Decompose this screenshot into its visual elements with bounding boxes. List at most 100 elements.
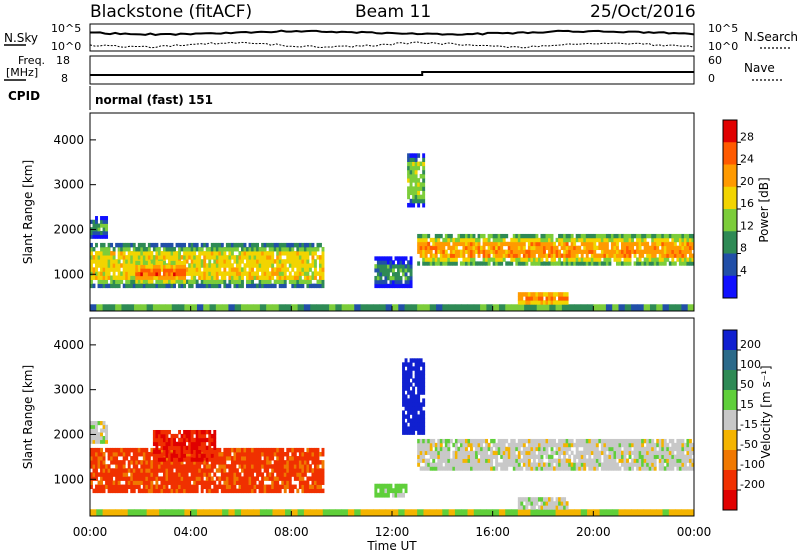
echo-cell — [603, 438, 607, 444]
echo-cell — [319, 468, 322, 473]
echo-cell — [205, 488, 209, 494]
echo-cell — [643, 454, 647, 459]
echo-cell — [409, 169, 413, 175]
echo-cell — [417, 378, 421, 383]
echo-cell — [132, 259, 136, 264]
echo-cell — [205, 271, 209, 276]
echo-cell — [183, 468, 187, 473]
echo-cell — [157, 246, 161, 252]
echo-cell — [200, 263, 204, 268]
echo-cell — [671, 237, 675, 243]
echo-cell — [293, 275, 297, 280]
echo-cell — [598, 233, 602, 239]
echo-cell — [459, 233, 463, 239]
echo-cell — [412, 178, 416, 183]
echo-cell — [321, 472, 325, 477]
echo-cell — [530, 296, 534, 301]
echo-cell — [130, 488, 134, 494]
echo-cell — [278, 447, 282, 453]
echo-cell — [152, 283, 156, 289]
echo-cell — [117, 447, 121, 453]
echo-cell — [183, 472, 187, 477]
echo-cell — [95, 484, 98, 490]
echo-cell — [422, 173, 426, 179]
echo-cell — [638, 257, 642, 262]
echo-cell — [661, 462, 665, 467]
echo-cell — [157, 275, 161, 280]
echo-cell — [419, 446, 423, 452]
echo-cell — [419, 237, 423, 243]
echo-cell — [412, 394, 416, 399]
echo-cell — [190, 271, 194, 276]
echo-cell — [92, 219, 96, 224]
echo-cell — [105, 275, 109, 280]
colorbar-swatch — [723, 209, 737, 232]
echo-cell — [92, 246, 96, 252]
echo-cell — [92, 435, 96, 441]
echo-cell — [230, 275, 234, 280]
echo-cell — [668, 253, 672, 258]
echo-cell — [588, 241, 592, 247]
echo-cell — [198, 445, 202, 450]
echo-cell — [422, 194, 426, 200]
echo-cell — [681, 249, 685, 254]
echo-cell — [127, 251, 131, 256]
echo-cell — [384, 268, 388, 273]
echo-cell — [147, 464, 151, 469]
echo-cell — [422, 245, 426, 251]
echo-cell — [170, 447, 174, 453]
echo-cell — [583, 466, 587, 471]
echo-cell — [195, 476, 199, 481]
echo-cell — [188, 271, 192, 276]
echo-cell — [301, 480, 305, 485]
echo-cell — [276, 456, 280, 461]
echo-cell — [266, 251, 270, 256]
echo-cell — [157, 429, 161, 435]
echo-cell — [522, 300, 526, 305]
echo-cell — [419, 430, 423, 435]
echo-cell — [409, 256, 413, 261]
echo-cell — [110, 456, 114, 461]
echo-cell — [145, 264, 149, 269]
echo-cell — [185, 464, 189, 469]
echo-cell — [168, 468, 171, 473]
echo-cell — [668, 446, 672, 452]
echo-cell — [563, 233, 567, 239]
echo-cell — [548, 505, 551, 510]
echo-cell — [241, 271, 244, 276]
echo-cell — [203, 267, 207, 272]
echo-cell — [132, 476, 136, 481]
echo-cell — [258, 283, 262, 289]
echo-cell — [313, 267, 317, 272]
echo-cell — [180, 441, 184, 447]
echo-cell — [321, 451, 325, 457]
echo-cell — [198, 437, 202, 443]
echo-cell — [407, 410, 411, 415]
echo-cell — [585, 249, 589, 254]
echo-cell — [283, 246, 287, 252]
echo-cell — [155, 246, 159, 252]
echo-cell — [316, 472, 320, 477]
echo-cell — [432, 245, 436, 251]
echo-cell — [392, 279, 395, 285]
echo-cell — [661, 237, 665, 243]
echo-cell — [243, 251, 247, 256]
echo-cell — [130, 456, 134, 461]
echo-cell — [248, 271, 252, 276]
echo-cell — [195, 472, 199, 477]
echo-cell — [480, 249, 483, 254]
echo-cell — [170, 260, 174, 265]
echo-cell — [115, 480, 119, 485]
echo-cell — [610, 454, 614, 459]
echo-cell — [296, 242, 300, 248]
echo-cell — [512, 438, 516, 444]
echo-cell — [306, 464, 310, 469]
echo-cell — [160, 279, 164, 284]
echo-cell — [223, 255, 227, 260]
echo-cell — [322, 509, 330, 516]
echo-cell — [472, 458, 476, 463]
echo-cell — [578, 261, 582, 266]
echo-cell — [170, 457, 174, 462]
echo-cell — [525, 233, 529, 239]
echo-cell — [480, 450, 483, 456]
